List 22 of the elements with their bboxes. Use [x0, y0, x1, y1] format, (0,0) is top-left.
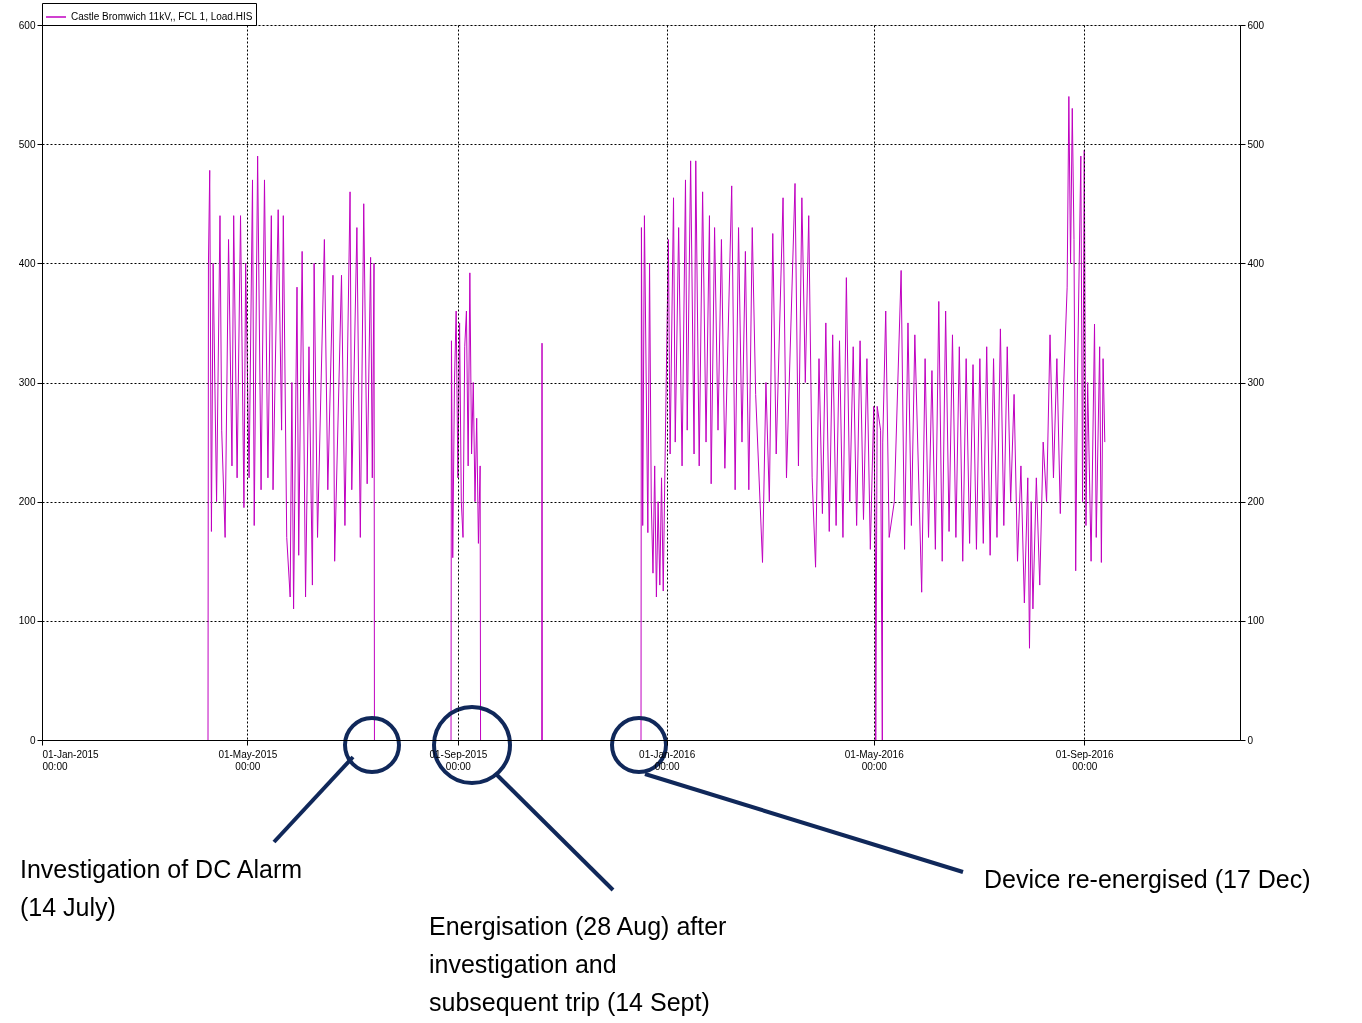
text: Device re-energised (17 Dec): [984, 865, 1311, 893]
y2-tick-label: 0: [1247, 734, 1254, 746]
x-tick-label: 01-May-2015 00:00: [218, 748, 278, 772]
y-tick-label: 100: [18, 615, 36, 627]
legend-label: Castle Bromwich 11kV,, FCL 1, Load.HIS: [71, 11, 253, 22]
y-tick-label: 400: [18, 257, 36, 269]
x-tick-label: 01-Jan-2015 00:00: [42, 748, 100, 772]
y2-tick-label: 600: [1247, 19, 1265, 31]
text: Investigation of DC Alarm (14 July): [20, 855, 303, 921]
x-tick-label: 01-May-2016 00:00: [844, 748, 905, 772]
x-tick-label: 01-Sep-2016 00:00: [1055, 748, 1115, 772]
y2-tick-label: 500: [1247, 138, 1265, 150]
y-tick-label: 300: [18, 377, 36, 388]
y2-tick-label: 100: [1247, 615, 1265, 627]
y2-tick-label: 300: [1247, 377, 1265, 388]
y2-tick-label: 200: [1247, 496, 1265, 508]
y-tick-label: 200: [18, 496, 36, 508]
text: Energisation (28 Aug) after investigation and subsequent trip (14 Sept): [429, 912, 727, 1016]
y-tick-label: 0: [29, 734, 36, 746]
y2-tick-label: 400: [1247, 257, 1265, 269]
y-tick-label: 500: [18, 138, 36, 150]
y-tick-label: 600: [18, 19, 36, 31]
